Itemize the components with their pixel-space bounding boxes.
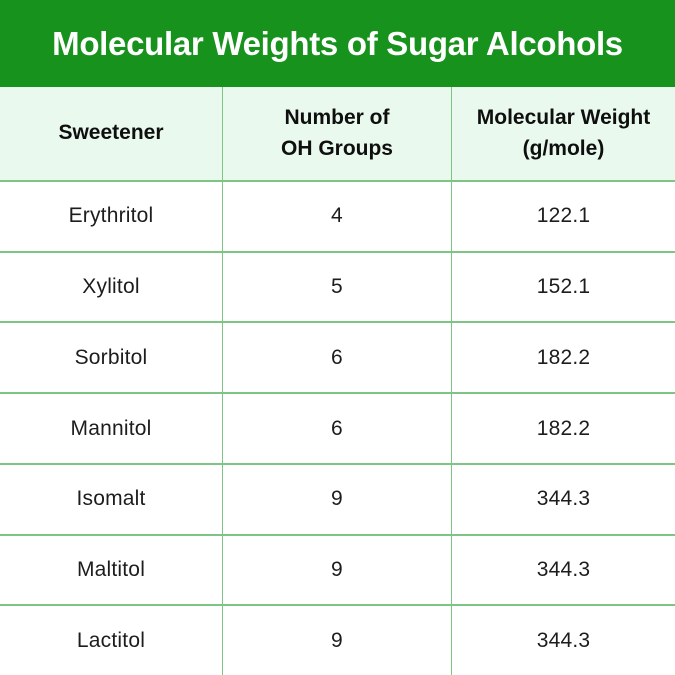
cell-molecular-weight: 344.3 xyxy=(451,535,675,605)
table-row: Sorbitol 6 182.2 xyxy=(0,323,675,395)
table-header-row: Sweetener Number of OH Groups Molecular … xyxy=(0,87,675,182)
page-title: Molecular Weights of Sugar Alcohols xyxy=(52,24,623,62)
cell-oh-groups: 5 xyxy=(222,252,451,322)
table-body: Erythritol 4 122.1 Xylitol 5 152.1 Sorbi… xyxy=(0,182,675,675)
cell-sweetener: Isomalt xyxy=(76,487,146,511)
title-banner: Molecular Weights of Sugar Alcohols xyxy=(0,0,675,87)
column-header-molecular-weight: Molecular Weight (g/mole) xyxy=(451,87,675,180)
cell-sweetener: Xylitol xyxy=(82,275,140,299)
column-header-sweetener: Sweetener xyxy=(58,121,164,145)
table-row: Maltitol 9 344.3 xyxy=(0,535,675,607)
table-row: Lactitol 9 344.3 xyxy=(0,606,675,675)
cell-molecular-weight: 122.1 xyxy=(451,182,675,251)
table-row: Xylitol 5 152.1 xyxy=(0,252,675,324)
cell-oh-groups: 9 xyxy=(222,535,451,605)
table-row: Mannitol 6 182.2 xyxy=(0,394,675,465)
cell-oh-groups: 6 xyxy=(222,394,451,463)
cell-molecular-weight: 182.2 xyxy=(451,394,675,463)
table-row: Isomalt 9 344.3 xyxy=(0,464,675,536)
cell-molecular-weight: 182.2 xyxy=(451,323,675,393)
cell-sweetener: Sorbitol xyxy=(74,345,148,369)
cell-oh-groups: 9 xyxy=(222,464,451,534)
cell-oh-groups: 9 xyxy=(222,606,451,675)
cell-sweetener: Erythritol xyxy=(68,204,154,228)
cell-molecular-weight: 152.1 xyxy=(451,252,675,322)
cell-molecular-weight: 344.3 xyxy=(451,606,675,675)
cell-oh-groups: 6 xyxy=(222,323,451,393)
column-header-oh-groups: Number of OH Groups xyxy=(222,87,451,180)
cell-oh-groups: 4 xyxy=(222,182,451,251)
cell-sweetener: Lactitol xyxy=(76,628,146,652)
cell-molecular-weight: 344.3 xyxy=(451,464,675,534)
cell-sweetener: Maltitol xyxy=(76,557,146,581)
table-row: Erythritol 4 122.1 xyxy=(0,182,675,253)
cell-sweetener: Mannitol xyxy=(70,416,152,440)
